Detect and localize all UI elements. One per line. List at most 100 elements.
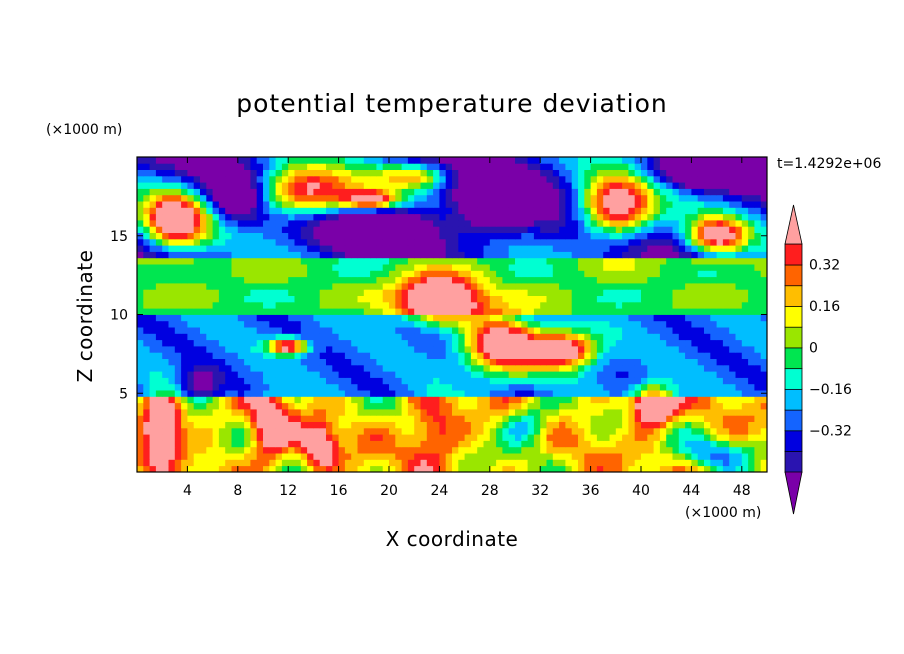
heatmap-cell	[338, 377, 346, 385]
heatmap-cell	[389, 352, 396, 359]
heatmap-cell	[527, 295, 535, 303]
heatmap-cell	[533, 226, 541, 233]
heatmap-cell	[704, 446, 711, 454]
heatmap-cell	[458, 295, 465, 303]
heatmap-cell	[584, 238, 591, 246]
heatmap-cell	[735, 358, 743, 366]
heatmap-cell	[622, 371, 629, 378]
heatmap-cell	[244, 289, 251, 296]
heatmap-cell	[181, 352, 188, 359]
heatmap-cell	[395, 276, 402, 284]
heatmap-cell	[754, 308, 762, 315]
heatmap-cell	[137, 364, 144, 372]
heatmap-cell	[552, 175, 560, 183]
heatmap-cell	[508, 339, 516, 347]
heatmap-cell	[407, 383, 415, 391]
heatmap-cell	[281, 289, 289, 296]
heatmap-cell	[716, 301, 724, 309]
heatmap-cell	[477, 440, 484, 448]
heatmap-cell	[710, 390, 717, 397]
heatmap-cell	[559, 390, 566, 397]
heatmap-cell	[477, 364, 484, 372]
heatmap-cell	[704, 346, 711, 353]
heatmap-cell	[571, 213, 579, 221]
heatmap-cell	[748, 270, 755, 278]
heatmap-cell	[508, 226, 516, 233]
heatmap-cell	[477, 390, 484, 397]
heatmap-cell	[370, 308, 377, 315]
heatmap-cell	[332, 175, 339, 183]
heatmap-cell	[760, 169, 767, 177]
heatmap-cell	[483, 188, 491, 196]
heatmap-cell	[741, 339, 749, 347]
heatmap-cell	[748, 163, 755, 170]
heatmap-cell	[237, 465, 245, 472]
heatmap-cell	[414, 409, 421, 416]
heatmap-cell	[256, 295, 264, 303]
heatmap-cell	[659, 415, 667, 422]
heatmap-cell	[710, 238, 717, 246]
heatmap-cell	[263, 232, 270, 240]
heatmap-cell	[307, 352, 314, 359]
heatmap-cell	[489, 371, 497, 378]
heatmap-cell	[666, 352, 673, 359]
heatmap-cell	[741, 377, 749, 385]
heatmap-cell	[439, 283, 447, 290]
heatmap-cell	[439, 169, 447, 177]
heatmap-cell	[609, 346, 617, 353]
heatmap-cell	[181, 182, 188, 189]
heatmap-cell	[527, 301, 535, 309]
heatmap-cell	[452, 358, 459, 366]
heatmap-cell	[275, 213, 283, 221]
heatmap-cell	[691, 257, 699, 265]
heatmap-cell	[533, 339, 541, 347]
heatmap-cell	[181, 270, 188, 278]
heatmap-cell	[193, 283, 201, 290]
heatmap-cell	[641, 226, 648, 233]
heatmap-cell	[754, 220, 762, 227]
heatmap-cell	[294, 245, 302, 252]
heatmap-cell	[716, 251, 724, 259]
heatmap-cell	[609, 440, 617, 448]
heatmap-cell	[533, 415, 541, 422]
heatmap-cell	[300, 238, 308, 246]
heatmap-cell	[300, 339, 308, 347]
heatmap-cell	[212, 220, 220, 227]
heatmap-cell	[382, 320, 390, 328]
heatmap-cell	[237, 295, 245, 303]
heatmap-cell	[250, 308, 258, 315]
heatmap-cell	[533, 320, 541, 328]
heatmap-cell	[609, 301, 617, 309]
heatmap-cell	[641, 352, 648, 359]
heatmap-cell	[615, 207, 623, 215]
heatmap-cell	[263, 346, 270, 353]
heatmap-cell	[389, 257, 396, 265]
heatmap-cell	[244, 169, 251, 177]
heatmap-cell	[149, 276, 157, 284]
heatmap-cell	[615, 163, 623, 170]
heatmap-cell	[596, 169, 604, 177]
heatmap-cell	[666, 390, 673, 397]
heatmap-cell	[370, 333, 377, 341]
heatmap-field	[137, 157, 767, 472]
heatmap-cell	[162, 383, 169, 391]
heatmap-cell	[571, 364, 579, 372]
heatmap-cell	[237, 163, 245, 170]
heatmap-cell	[489, 314, 497, 322]
heatmap-cell	[483, 453, 491, 460]
heatmap-cell	[496, 440, 503, 448]
heatmap-cell	[458, 157, 465, 164]
heatmap-cell	[452, 182, 459, 189]
heatmap-cell	[615, 377, 623, 385]
heatmap-cell	[414, 346, 421, 353]
heatmap-cell	[326, 251, 333, 259]
heatmap-cell	[452, 169, 459, 177]
heatmap-cell	[628, 371, 636, 378]
heatmap-cell	[571, 371, 579, 378]
heatmap-cell	[704, 207, 711, 215]
heatmap-cell	[445, 434, 453, 441]
heatmap-cell	[294, 264, 302, 271]
heatmap-cell	[275, 327, 283, 334]
heatmap-cell	[615, 188, 623, 196]
heatmap-cell	[603, 238, 610, 246]
